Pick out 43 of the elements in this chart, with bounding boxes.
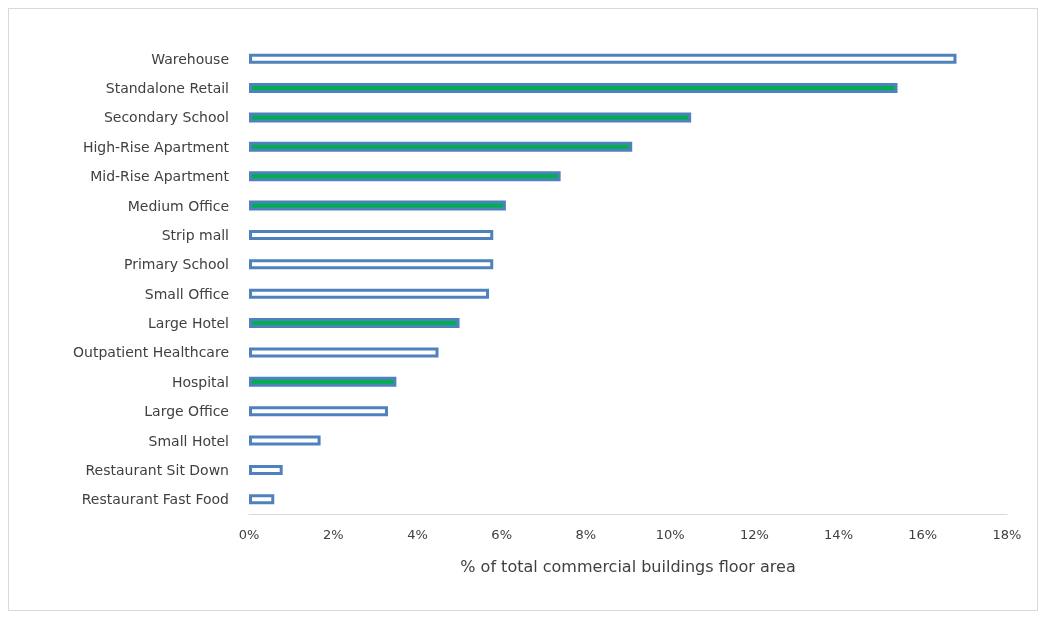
- x-tick-label: 0%: [238, 527, 260, 542]
- x-tick-label: 8%: [575, 527, 597, 542]
- bar: [249, 141, 633, 152]
- y-tick-label: Restaurant Sit Down: [85, 461, 229, 478]
- y-tick-label: Hospital: [171, 373, 229, 390]
- x-tick-label: 18%: [992, 527, 1022, 542]
- x-tick-label: 10%: [655, 527, 685, 542]
- x-tick-label: 14%: [824, 527, 854, 542]
- y-tick-label: Strip mall: [161, 226, 229, 243]
- bar: [249, 464, 283, 475]
- bar: [249, 406, 388, 417]
- bar: [249, 259, 494, 270]
- y-tick-label: Primary School: [123, 256, 229, 273]
- y-tick-label: High-Rise Apartment: [82, 138, 230, 155]
- bar: [249, 347, 439, 358]
- bar: [249, 229, 494, 240]
- bar: [249, 200, 506, 211]
- y-tick-label: Large Hotel: [148, 315, 229, 332]
- bar: [249, 112, 692, 123]
- y-tick-label: Mid-Rise Apartment: [90, 168, 230, 185]
- bar: [249, 318, 460, 329]
- x-tick-label: 12%: [739, 527, 769, 542]
- bar: [249, 53, 957, 64]
- bar: [249, 288, 490, 299]
- y-tick-label: Standalone Retail: [105, 80, 229, 97]
- y-tick-label: Secondary School: [103, 109, 229, 126]
- bar: [249, 376, 397, 387]
- x-axis-title: % of total commercial buildings floor area: [460, 556, 796, 576]
- bar: [249, 83, 898, 94]
- y-tick-label: Restaurant Fast Food: [81, 491, 229, 508]
- bar: [249, 435, 321, 446]
- y-tick-label: Warehouse: [151, 50, 229, 67]
- bar: [249, 494, 275, 505]
- y-tick-label: Small Office: [144, 285, 229, 302]
- x-tick-label: 4%: [407, 527, 428, 542]
- y-tick-label: Outpatient Healthcare: [73, 344, 229, 361]
- x-tick-label: 6%: [491, 527, 512, 542]
- y-tick-label: Medium Office: [127, 197, 229, 214]
- y-tick-label: Small Hotel: [148, 432, 229, 449]
- bar: [249, 171, 561, 182]
- y-tick-label: Large Office: [144, 403, 229, 420]
- x-tick-label: 16%: [908, 527, 938, 542]
- x-tick-label: 2%: [322, 527, 344, 542]
